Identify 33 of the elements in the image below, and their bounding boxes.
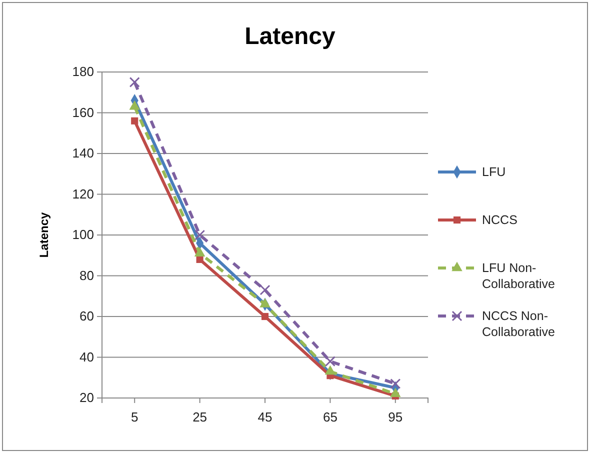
x-tick-label: 95 (388, 410, 403, 425)
chart-title: Latency (244, 23, 336, 50)
y-tick-label: 180 (72, 64, 94, 80)
point (390, 388, 401, 398)
point (260, 284, 270, 296)
y-tick-label: 160 (72, 104, 94, 120)
x-tick-label: 5 (130, 410, 138, 425)
legend-label: NCCS Non-Collaborative (482, 309, 556, 339)
y-tick-label: 80 (80, 268, 94, 283)
point (324, 356, 336, 367)
point (196, 256, 204, 263)
x-tick-label: 25 (192, 410, 208, 425)
y-tick-label: 60 (80, 308, 94, 324)
point (194, 247, 206, 256)
legend-label: NCCS (482, 213, 518, 227)
point (324, 365, 336, 375)
y-tick-label: 140 (72, 146, 94, 161)
y-tick-label: 40 (80, 349, 94, 364)
y-tick-label: 100 (72, 227, 94, 242)
point (390, 378, 401, 390)
point (131, 117, 138, 124)
point (261, 312, 269, 320)
x-tick-label: 45 (258, 410, 272, 425)
point (129, 100, 140, 110)
point (260, 298, 270, 308)
point (129, 76, 140, 88)
legend-label: LFU Non-Collaborative (482, 261, 556, 291)
y-axis-title: Latency (37, 212, 51, 258)
point (194, 230, 206, 240)
x-tick-label: 65 (322, 410, 338, 425)
y-tick-label: 120 (72, 186, 94, 202)
legend-label: LFU (482, 165, 506, 179)
y-tick-label: 20 (80, 390, 94, 406)
